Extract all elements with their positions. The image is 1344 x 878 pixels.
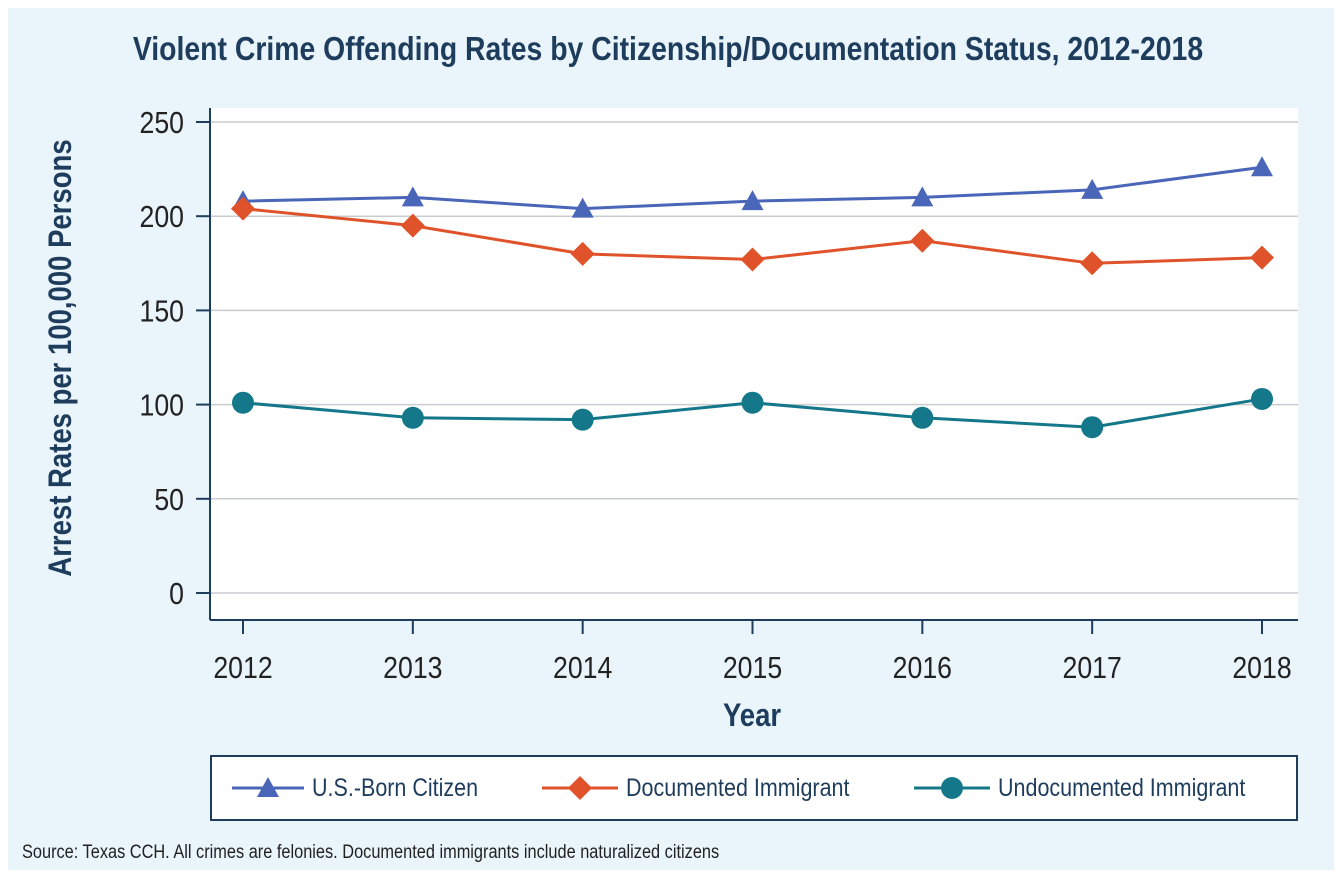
y-axis-label: Arrest Rates per 100,000 Persons (43, 139, 78, 576)
diamond-marker-icon (542, 776, 618, 800)
y-tick-labels: 0 50 100 150 200 250 (140, 106, 184, 611)
y-tick-label: 150 (140, 295, 184, 329)
x-tick-label: 2013 (383, 651, 442, 685)
data-point (401, 186, 424, 207)
axes (209, 108, 1298, 634)
data-point (401, 406, 424, 429)
triangle-marker-icon (232, 777, 304, 797)
x-tick-label: 2014 (553, 651, 612, 685)
y-tick-label: 200 (140, 200, 184, 234)
x-tick-label: 2015 (723, 651, 782, 685)
series-diamond (231, 196, 1274, 276)
data-point (740, 247, 765, 272)
y-tick-label: 100 (140, 389, 184, 423)
data-point (231, 196, 255, 221)
y-tick-label: 250 (140, 106, 184, 140)
x-tick-label: 2018 (1232, 651, 1291, 685)
data-point (1251, 387, 1273, 410)
data-point (232, 391, 254, 414)
legend-item-us-born: U.S.-Born Citizen (232, 757, 505, 819)
source-note: Source: Texas CCH. All crimes are feloni… (22, 842, 720, 863)
data-point (571, 197, 594, 218)
x-tick-labels: 2012 2013 2014 2015 2016 2017 2018 (213, 651, 1291, 685)
data-point (1080, 251, 1105, 276)
legend: U.S.-Born Citizen Documented Immigrant U… (210, 755, 1298, 821)
legend-label: Documented Immigrant (626, 773, 850, 802)
data-point (1250, 245, 1274, 270)
legend-item-undocumented: Undocumented Immigrant (914, 757, 1286, 819)
x-tick-label: 2012 (213, 651, 272, 685)
data-point (400, 213, 425, 238)
legend-label: U.S.-Born Citizen (312, 773, 479, 802)
x-axis-label: Year (723, 698, 781, 733)
data-point (1251, 156, 1273, 177)
data-point (1081, 178, 1104, 199)
series-group (231, 156, 1274, 439)
y-tick-label: 50 (154, 483, 184, 517)
data-point (1081, 416, 1104, 439)
series-circle (232, 387, 1273, 439)
data-point (911, 186, 934, 207)
data-point (570, 241, 595, 266)
legend-item-documented: Documented Immigrant (542, 757, 886, 819)
data-point (910, 228, 935, 253)
chart-title: Violent Crime Offending Rates by Citizen… (132, 30, 1204, 67)
line-chart: 0 50 100 150 200 250 2012 2013 2014 2015 2016 2017… (43, 106, 1298, 734)
x-tick-label: 2016 (893, 651, 952, 685)
legend-label: Undocumented Immigrant (998, 773, 1246, 802)
data-point (741, 391, 764, 414)
data-point (741, 190, 764, 211)
series-triangle (232, 156, 1273, 218)
data-point (911, 406, 934, 429)
x-tick-label: 2017 (1063, 651, 1122, 685)
circle-marker-icon (914, 777, 990, 799)
data-point (571, 408, 594, 431)
y-tick-label: 0 (169, 577, 184, 611)
